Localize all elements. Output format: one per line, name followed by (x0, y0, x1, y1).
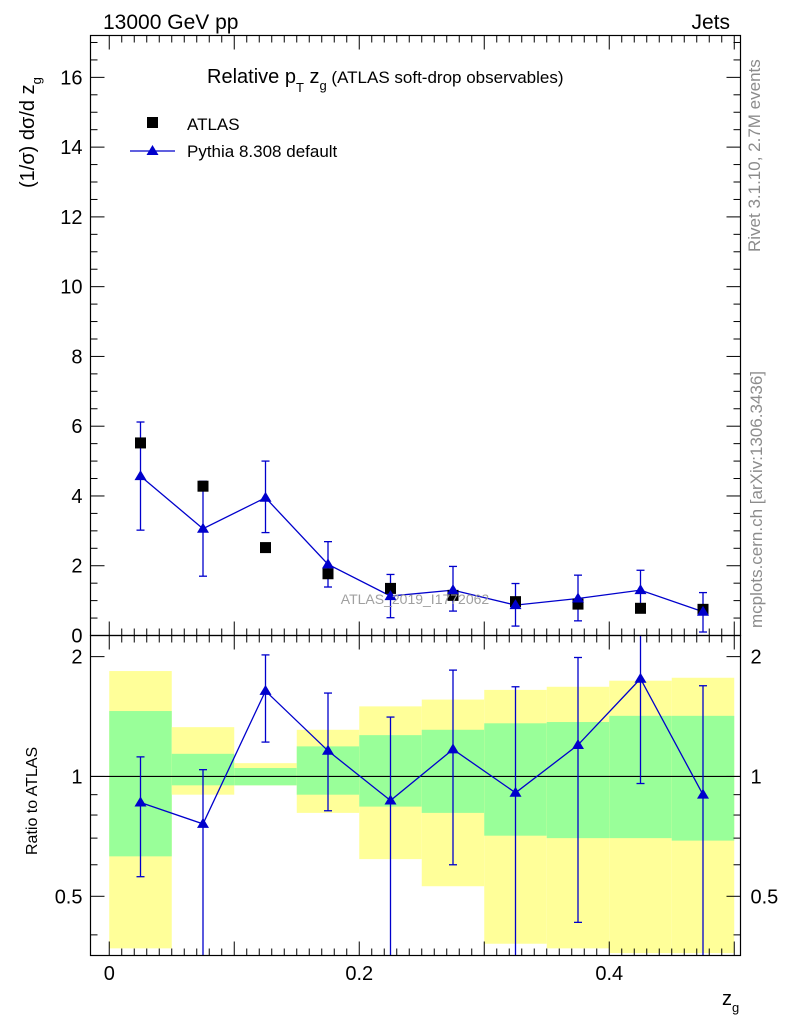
plot-title-part: z (304, 66, 320, 88)
main-y-axis-label-subscript: g (29, 77, 44, 84)
pythia-point (447, 584, 459, 595)
ratio-y-tick-label: 0.5 (55, 886, 83, 908)
x-tick-label: 0.4 (595, 963, 623, 985)
ratio-pythia-point (697, 788, 709, 799)
ratio-pythia-point (572, 738, 584, 749)
pythia-point (697, 605, 709, 616)
pythia-point (384, 590, 397, 601)
ratio-y-tick-label: 2 (71, 647, 82, 669)
rivet-version-label: Rivet 3.1.10, 2.7M events (745, 59, 764, 252)
main-y-axis-label: (1/σ) dσ/d zg (17, 77, 44, 188)
plot-title-subscript: T (296, 80, 304, 95)
atlas-point (197, 480, 209, 492)
pythia-point (572, 592, 584, 603)
ratio-y-tick-label: 2 (751, 647, 762, 669)
header-left: 13000 GeV pp (103, 11, 238, 34)
main-y-axis-label-part: (1/σ) dσ/d z (17, 84, 39, 188)
main-series (134, 421, 709, 633)
pythia-line (140, 475, 704, 613)
main-y-tick-label: 14 (60, 137, 82, 159)
ratio-pythia-point (259, 684, 272, 695)
ratio-pythia-point (134, 796, 147, 807)
pythia-point (197, 522, 209, 533)
atlas-point (635, 602, 646, 614)
main-y-tick-label: 16 (60, 67, 82, 89)
main-y-tick-label: 8 (71, 346, 82, 368)
legend: ATLAS Pythia 8.308 default (130, 115, 338, 161)
ratio-pythia-point (509, 786, 522, 797)
ratio-pythia-point (634, 672, 647, 683)
ratio-pythia-point (322, 744, 334, 755)
pythia-point (322, 558, 334, 569)
main-y-tick-label: 4 (71, 486, 82, 508)
legend-pythia-label: Pythia 8.308 default (187, 142, 338, 161)
x-tick-label: 0.2 (345, 963, 373, 985)
main-y-tick-label: 12 (60, 207, 82, 229)
main-y-tick-label: 2 (71, 556, 82, 578)
pythia-point (509, 599, 522, 610)
mcplots-source-label: mcplots.cern.ch [arXiv:1306.3436] (747, 371, 766, 628)
legend-atlas-label: ATLAS (187, 115, 240, 134)
legend-atlas-marker (147, 117, 158, 128)
ratio-pythia-point (384, 794, 397, 805)
ratio-pythia-line (140, 677, 704, 825)
header-right: Jets (691, 11, 730, 34)
plot-title-subscript: g (319, 78, 326, 93)
main-y-tick-label: 10 (60, 277, 82, 299)
x-axis-label-subscript: g (732, 1000, 739, 1015)
atlas-point (572, 598, 584, 610)
x-tick-label: 0 (104, 963, 115, 985)
atlas-point (322, 568, 334, 580)
ratio-y-tick-label: 1 (71, 766, 82, 788)
analysis-watermark: ATLAS_2019_I1772062 (341, 591, 490, 607)
atlas-point (447, 589, 459, 601)
legend-pythia-marker (146, 145, 159, 155)
atlas-point (135, 437, 146, 449)
main-y-tick-label: 0 (71, 626, 82, 648)
ratio-pythia-point (197, 817, 209, 828)
plot-title-part: (ATLAS soft-drop observables) (327, 68, 564, 87)
ratio-y-tick-label: 0.5 (751, 886, 779, 908)
x-axis-label-part: z (722, 988, 732, 1010)
plot-title-part: Relative p (207, 66, 296, 88)
ratio-pythia-point (447, 743, 459, 754)
ratio-y-tick-label: 1 (751, 766, 762, 788)
atlas-point (260, 542, 271, 554)
x-axis-label: zg (722, 988, 739, 1015)
ratio-y-axis-label: Ratio to ATLAS (24, 747, 41, 855)
pythia-point (259, 491, 272, 502)
ratio-series (134, 635, 709, 956)
main-y-tick-label: 6 (71, 416, 82, 438)
ratio-plot-frame (89, 634, 742, 957)
plot-title: Relative pT zg (ATLAS soft-drop observab… (207, 66, 564, 95)
pythia-point (134, 470, 147, 481)
pythia-point (634, 584, 647, 595)
atlas-point (385, 582, 396, 594)
